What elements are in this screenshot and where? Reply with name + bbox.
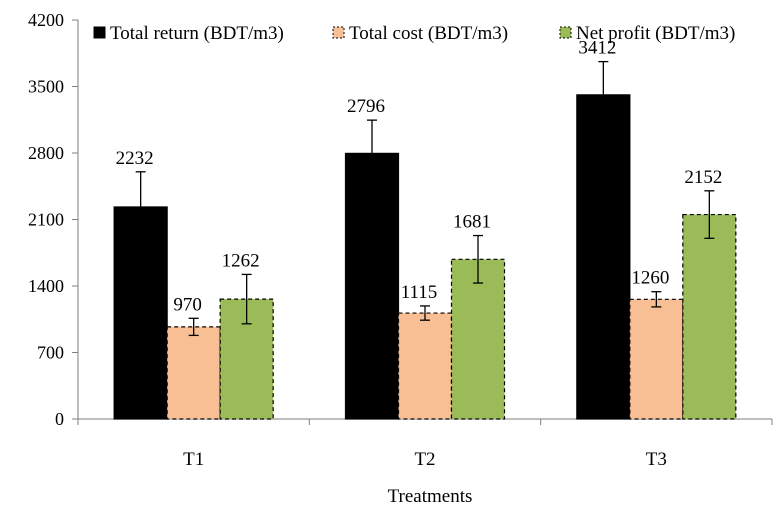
y-tick-label: 3500 bbox=[28, 77, 64, 97]
data-label: 1115 bbox=[401, 282, 438, 303]
legend-swatch bbox=[332, 26, 345, 39]
y-tick-label: 4200 bbox=[28, 10, 64, 30]
bar bbox=[397, 312, 453, 420]
bar bbox=[576, 94, 631, 420]
data-label: 1262 bbox=[222, 250, 260, 271]
legend-swatch bbox=[93, 26, 106, 39]
x-tick-label: T3 bbox=[646, 449, 667, 470]
data-label: 2232 bbox=[116, 148, 154, 169]
legend-entry: Net profit (BDT/m3) bbox=[576, 23, 735, 44]
data-label: 1681 bbox=[453, 212, 491, 233]
bar bbox=[344, 152, 400, 420]
data-label: 1260 bbox=[631, 268, 669, 289]
y-tick-label: 700 bbox=[37, 343, 64, 363]
y-tick-label: 1400 bbox=[28, 276, 64, 296]
data-label: 2796 bbox=[347, 96, 385, 117]
axes: 0 700 1400 2100 2800 3500 4200 T1 T2 T3 bbox=[28, 10, 773, 470]
legend: Total return (BDT/m3) Total cost (BDT/m3)… bbox=[93, 23, 735, 44]
bar bbox=[629, 298, 684, 420]
x-tick-label: T2 bbox=[414, 449, 435, 470]
x-axis-label: Treatments bbox=[388, 486, 473, 506]
bars bbox=[113, 60, 737, 420]
bar bbox=[166, 326, 221, 420]
bar bbox=[682, 213, 737, 420]
data-label: 970 bbox=[173, 294, 202, 315]
data-label: 3412 bbox=[578, 38, 616, 59]
legend-entry: Total return (BDT/m3) bbox=[110, 23, 284, 44]
legend-entry: Total cost (BDT/m3) bbox=[349, 23, 508, 44]
bar bbox=[450, 258, 506, 420]
y-tick-label: 2100 bbox=[28, 210, 64, 230]
x-tick-label: T1 bbox=[183, 449, 204, 470]
y-tick-label: 0 bbox=[55, 409, 64, 429]
data-labels: 2232 970 1262 2796 1115 1681 3412 1260 2152 bbox=[116, 38, 723, 316]
data-label: 2152 bbox=[684, 167, 722, 188]
y-tick-label: 2800 bbox=[28, 143, 64, 163]
legend-swatch bbox=[559, 26, 572, 39]
